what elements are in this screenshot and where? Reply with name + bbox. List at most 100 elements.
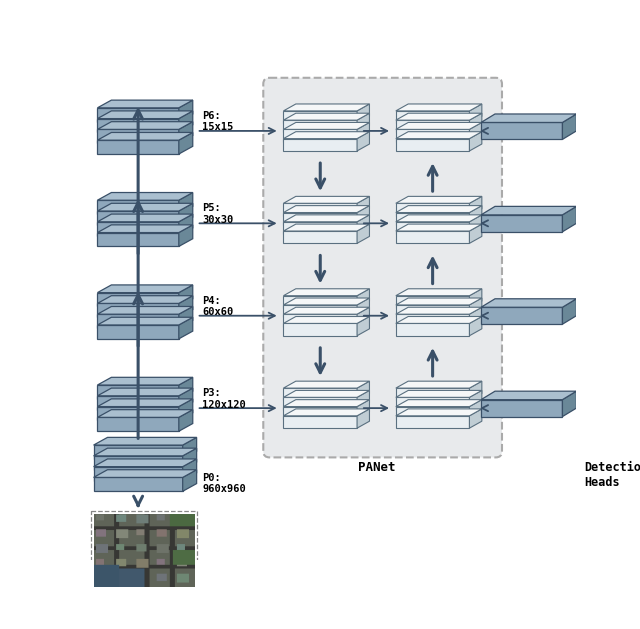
Polygon shape — [396, 203, 469, 216]
Polygon shape — [357, 381, 369, 401]
Polygon shape — [97, 121, 193, 130]
Polygon shape — [284, 406, 357, 419]
Polygon shape — [357, 123, 369, 142]
Polygon shape — [97, 303, 179, 317]
Polygon shape — [357, 409, 369, 428]
Polygon shape — [97, 192, 193, 200]
Polygon shape — [396, 215, 482, 222]
Polygon shape — [357, 391, 369, 409]
Polygon shape — [469, 409, 482, 428]
Polygon shape — [97, 418, 179, 431]
Polygon shape — [93, 437, 196, 445]
Polygon shape — [179, 225, 193, 247]
Polygon shape — [469, 381, 482, 401]
Polygon shape — [563, 299, 577, 324]
Polygon shape — [179, 377, 193, 399]
Polygon shape — [97, 100, 193, 108]
Polygon shape — [469, 196, 482, 216]
Polygon shape — [93, 448, 196, 456]
Polygon shape — [396, 305, 469, 317]
Polygon shape — [284, 113, 369, 120]
Polygon shape — [284, 206, 369, 213]
Polygon shape — [396, 399, 482, 406]
Polygon shape — [284, 196, 369, 203]
Polygon shape — [357, 215, 369, 234]
Polygon shape — [182, 459, 196, 481]
Text: P4:
60x60: P4: 60x60 — [202, 296, 234, 317]
Polygon shape — [97, 388, 193, 396]
Polygon shape — [182, 437, 196, 459]
Polygon shape — [284, 296, 357, 308]
Polygon shape — [481, 123, 563, 140]
Polygon shape — [469, 307, 482, 326]
Polygon shape — [97, 108, 179, 121]
Polygon shape — [396, 104, 482, 111]
Polygon shape — [469, 224, 482, 243]
Polygon shape — [481, 307, 563, 324]
Polygon shape — [97, 292, 179, 306]
Polygon shape — [469, 316, 482, 336]
Polygon shape — [179, 306, 193, 328]
Polygon shape — [284, 398, 357, 409]
Text: PANet: PANet — [358, 461, 395, 474]
Polygon shape — [396, 131, 482, 138]
Polygon shape — [179, 399, 193, 420]
Polygon shape — [97, 306, 193, 314]
Polygon shape — [396, 323, 469, 336]
Polygon shape — [284, 123, 369, 130]
Polygon shape — [284, 222, 357, 234]
Polygon shape — [284, 316, 369, 323]
Polygon shape — [357, 399, 369, 419]
Polygon shape — [396, 206, 482, 213]
Polygon shape — [97, 214, 193, 222]
Polygon shape — [97, 314, 179, 328]
Polygon shape — [563, 391, 577, 416]
Polygon shape — [481, 215, 563, 232]
Polygon shape — [469, 104, 482, 123]
Polygon shape — [179, 409, 193, 431]
Polygon shape — [481, 206, 577, 215]
Polygon shape — [284, 111, 357, 123]
Polygon shape — [93, 467, 182, 481]
Polygon shape — [396, 120, 469, 133]
Polygon shape — [284, 323, 357, 336]
Polygon shape — [396, 316, 482, 323]
Text: Detection
Heads: Detection Heads — [584, 461, 640, 489]
Polygon shape — [284, 203, 357, 216]
Polygon shape — [93, 456, 182, 470]
Polygon shape — [396, 231, 469, 243]
Polygon shape — [396, 123, 482, 130]
Polygon shape — [357, 206, 369, 225]
Polygon shape — [179, 317, 193, 339]
Polygon shape — [284, 298, 369, 305]
Text: P5:
30x30: P5: 30x30 — [202, 203, 234, 225]
Polygon shape — [396, 213, 469, 225]
Polygon shape — [284, 130, 357, 142]
Polygon shape — [284, 381, 369, 388]
Polygon shape — [396, 307, 482, 314]
Polygon shape — [357, 316, 369, 336]
Polygon shape — [357, 196, 369, 216]
Polygon shape — [182, 470, 196, 491]
Polygon shape — [97, 140, 179, 154]
Polygon shape — [179, 214, 193, 236]
Text: P0:
960x960: P0: 960x960 — [202, 473, 246, 494]
Polygon shape — [97, 385, 179, 399]
Polygon shape — [563, 206, 577, 232]
Polygon shape — [93, 470, 196, 477]
Polygon shape — [284, 120, 357, 133]
Polygon shape — [97, 203, 193, 211]
Polygon shape — [284, 231, 357, 243]
Text: P3:
120x120: P3: 120x120 — [202, 388, 246, 409]
Polygon shape — [396, 296, 469, 308]
Polygon shape — [93, 445, 182, 459]
Polygon shape — [481, 114, 577, 123]
Polygon shape — [179, 100, 193, 121]
Polygon shape — [357, 104, 369, 123]
Polygon shape — [284, 399, 369, 406]
Polygon shape — [396, 196, 482, 203]
Polygon shape — [396, 388, 469, 401]
Polygon shape — [182, 448, 196, 470]
Polygon shape — [357, 131, 369, 151]
Polygon shape — [179, 121, 193, 143]
